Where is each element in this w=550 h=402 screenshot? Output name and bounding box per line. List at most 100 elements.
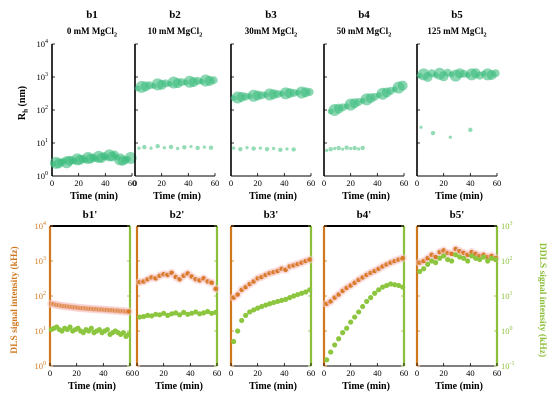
ddls-point (275, 298, 281, 305)
ddls-point (67, 324, 73, 330)
x-tick-label: 40 (280, 178, 289, 188)
ddls-point (368, 295, 374, 301)
x-tick-label: 40 (280, 368, 289, 378)
y2-tick-label: 10-1 (501, 361, 515, 371)
y-tick-label: 101 (37, 138, 49, 148)
data-point (336, 145, 341, 151)
ddls-point (189, 310, 195, 316)
x-axis-label: Time (min) (342, 381, 390, 392)
data-point (360, 145, 365, 151)
x-tick-label: 40 (184, 178, 193, 188)
panel-b5: b5 125 mM MgCl2 0 20 40 60 Time (min) (415, 9, 501, 202)
ddls-point (473, 255, 479, 261)
x-tick-label: 40 (373, 178, 382, 188)
x-tick-label: 20 (253, 368, 262, 378)
ddls-point (457, 254, 463, 260)
y-tick-label: 100 (35, 361, 47, 371)
x-tick-label: 20 (439, 178, 448, 188)
data-point (245, 146, 249, 150)
x-tick-label: 60 (307, 368, 316, 378)
ddls-point (157, 312, 163, 318)
x-axis-label: Time (min) (155, 381, 203, 392)
ddls-point (239, 317, 245, 324)
ddls-point (336, 336, 342, 342)
data-point (285, 147, 289, 151)
ddls-point (328, 349, 334, 355)
ddls-point (360, 303, 366, 310)
x-tick-label: 20 (346, 178, 355, 188)
x-tick-label: 20 (253, 178, 262, 188)
ddls-point (392, 282, 398, 288)
ddls-point (104, 326, 110, 333)
x-tick-label: 20 (159, 368, 168, 378)
ddls-point (445, 256, 451, 263)
ddls-point (193, 309, 199, 315)
dls-point (126, 309, 131, 314)
x-axis-label: Time (min) (249, 191, 297, 202)
x-axis-label: Time (min) (342, 191, 390, 202)
x-tick-label: 0 (415, 368, 419, 378)
x-tick-label: 0 (229, 368, 233, 378)
dls-point (400, 255, 405, 261)
ddls-point (259, 303, 265, 310)
data-point (251, 146, 256, 151)
data-point (341, 147, 345, 151)
ddls-point (231, 338, 237, 345)
ddls-point (421, 266, 427, 272)
x-tick-label: 60 (128, 178, 137, 188)
y2-tick-label: 100 (501, 326, 513, 336)
data-point (124, 152, 137, 165)
ddls-point (185, 311, 191, 317)
panel-subtitle: 10 mM MgCl2 (148, 26, 203, 39)
ddls-point (307, 287, 313, 293)
ddls-point (376, 287, 382, 293)
y2-tick-label: 103 (501, 221, 513, 231)
dls-point (433, 254, 438, 260)
data-point (397, 80, 408, 91)
data-point (168, 144, 174, 150)
x-tick-label: 0 (322, 178, 326, 188)
data-point (258, 146, 262, 150)
data-point (182, 145, 187, 150)
x-tick-label: 40 (373, 368, 382, 378)
dls-point (307, 257, 312, 262)
ddls-point (209, 310, 215, 316)
ddls-point (279, 297, 285, 303)
data-point (176, 146, 180, 151)
ddls-point (247, 309, 253, 315)
data-point (162, 146, 166, 150)
data-point (448, 135, 452, 139)
data-point (272, 146, 276, 151)
panel-b3: b3 30mM MgCl2 0 20 40 60 Time (min) (229, 9, 315, 202)
data-point (238, 146, 243, 152)
panel-title: b2 (169, 9, 181, 21)
panel-title: b5 (451, 9, 463, 21)
data-point (357, 147, 361, 151)
data-point (142, 144, 147, 150)
ddls-point (303, 289, 309, 295)
ddls-point (88, 325, 94, 331)
ddls-point (417, 268, 423, 275)
ddls-point (255, 305, 261, 311)
y-tick-label: 104 (37, 39, 49, 49)
panel-title: b3 (265, 9, 277, 21)
x-tick-label: 20 (157, 178, 166, 188)
data-point (232, 146, 236, 150)
ddls-point (324, 357, 330, 363)
y-tick-label: 101 (35, 326, 47, 336)
data-point (352, 145, 357, 151)
x-axis-label: Time (min) (153, 191, 201, 202)
x-tick-label: 60 (211, 178, 220, 188)
data-point (209, 76, 218, 85)
ddls-point (283, 296, 289, 302)
x-tick-label: 60 (213, 368, 222, 378)
data-point (195, 145, 200, 151)
ddls-point (477, 256, 483, 263)
ddls-point (235, 328, 241, 334)
x-tick-label: 20 (74, 178, 83, 188)
ddls-point (145, 312, 151, 318)
ddls-point (348, 319, 354, 325)
x-tick-label: 20 (346, 368, 355, 378)
x-tick-label: 60 (493, 368, 502, 378)
